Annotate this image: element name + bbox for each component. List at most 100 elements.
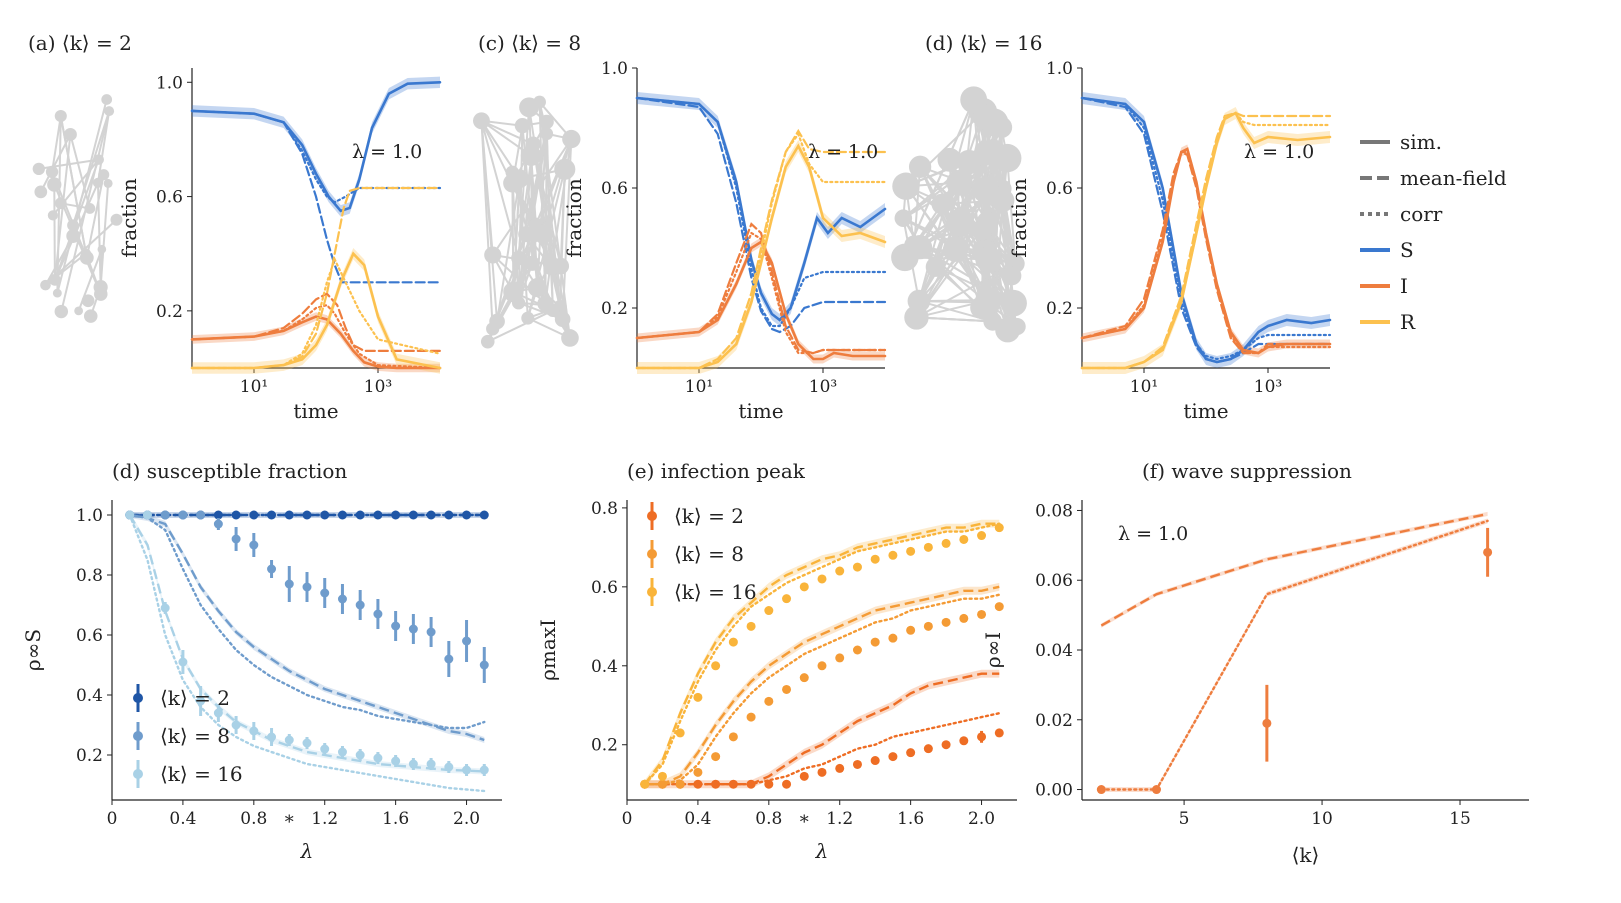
panel-e-sim-point [728, 732, 738, 742]
network-edge [1006, 158, 1017, 264]
panel-e-sim-point [835, 763, 845, 773]
panel-d-bottom-legend-label: ⟨k⟩ = 2 [160, 686, 230, 710]
panel-d-bottom-legend-swatch-dot [133, 693, 143, 703]
network-node [40, 279, 51, 291]
panel-d-bottom-sim-point [426, 510, 436, 520]
network-edge [51, 115, 62, 173]
series-S-corr [635, 96, 887, 328]
panel-a-x-tick-label: 10¹ [240, 377, 268, 397]
network-edge [517, 144, 535, 303]
panel-e-sim-point [675, 779, 685, 789]
network-edge [512, 178, 521, 292]
network-edge [53, 159, 100, 281]
legend-style-sim-label: sim. [1400, 130, 1442, 154]
network-edge [512, 143, 535, 293]
network-edge [96, 182, 102, 288]
network-node [525, 136, 541, 152]
network-node [66, 228, 81, 243]
panel-f-x-tick-label: 15 [1449, 809, 1471, 829]
panel-d-bottom-corr-line [128, 513, 486, 730]
network-node [993, 143, 1022, 173]
panel-d-bottom-sim-point [284, 579, 294, 589]
network-node [971, 220, 992, 241]
network-node [527, 278, 547, 298]
panel-d_top: (d) ⟨k⟩ = 16 0.2 0.6 1.0 10¹ 10³ time fraction λ… [925, 31, 1332, 423]
panel-d-bottom-sim-point [249, 510, 259, 520]
panel-d-bottom-sim-point [408, 510, 418, 520]
panel-d-bottom-sim-point [125, 510, 135, 520]
panel-e-x-tick-label: 1.6 [897, 809, 924, 829]
panel-e-corr-line [643, 593, 1001, 786]
panel-f-corr-band [1101, 518, 1488, 792]
network-node [931, 193, 953, 215]
panel-e-sim-point [977, 531, 987, 541]
network-node [110, 213, 123, 226]
network-node [47, 210, 59, 221]
series-I-corr [1080, 150, 1332, 355]
network-k2 [32, 94, 123, 323]
panel-d-bottom-sim-point [196, 510, 206, 520]
panel-d-bottom-sim-point [178, 657, 188, 667]
network-node [74, 306, 84, 316]
panel-d-bottom-x-tick-label: 0 [107, 809, 118, 829]
series-R-band [192, 248, 440, 374]
network-node [908, 155, 932, 178]
panel-e-y-tick-label: 0.6 [591, 578, 618, 598]
panel-f-y-tick-label: 0.06 [1035, 571, 1073, 591]
panel-e-sim-point [799, 582, 809, 592]
network-illustrations [32, 86, 1027, 349]
network-node [946, 208, 975, 237]
panel-e-sim-point [835, 653, 845, 663]
panel-d-bottom-y-tick-label: 1.0 [76, 506, 103, 526]
network-edge [903, 99, 975, 258]
network-node [894, 209, 913, 227]
panel-e-sim-point [923, 542, 933, 552]
panel-d-bottom-sim-point [213, 510, 223, 520]
panel-c-ylabel: fraction [562, 178, 586, 258]
network-node [1002, 266, 1022, 286]
panel-d-bottom-y-tick-label: 0.6 [76, 626, 103, 646]
panel-f-meanfield-band [1101, 511, 1488, 628]
series-I-corr [190, 303, 442, 370]
series-R-corr [190, 256, 442, 370]
panel-e-legend-label: ⟨k⟩ = 8 [674, 542, 744, 566]
network-nodes [32, 94, 123, 323]
network-node [975, 246, 1002, 273]
panel-f-sim-point [1262, 718, 1272, 728]
network-node [63, 127, 77, 141]
panel-f-xlabel: ⟨k⟩ [1292, 843, 1320, 867]
network-node [489, 313, 505, 330]
panel-d-bottom-sim-point [249, 726, 259, 736]
network-node [104, 106, 115, 117]
panel-e-ylabel: ρmaxI [536, 619, 560, 681]
legend-series-I-label: I [1400, 274, 1408, 298]
network-node [942, 236, 969, 262]
panel-d-bottom-sim-point [178, 510, 188, 520]
panel-c-y-tick-label: 1.0 [601, 59, 628, 79]
network-node [81, 294, 95, 308]
panel-e-sim-point [870, 756, 880, 766]
panel-d-bottom-sim-point [142, 510, 152, 520]
panel-d-bottom-legend-swatch-dot [133, 731, 143, 741]
panel-e-sim-point [817, 574, 827, 584]
network-node [537, 295, 554, 312]
series-S-band [192, 76, 440, 217]
panel-d-bottom-sim-point [355, 510, 365, 520]
panel-e-meanfield-line [643, 522, 1000, 785]
panel-c-xlabel: time [738, 399, 783, 423]
panel-e-corr-line [643, 712, 1001, 786]
network-node [79, 250, 94, 265]
panel-d_top-y-tick-label: 0.2 [1046, 299, 1073, 319]
panel-e-sim-point [941, 538, 951, 548]
panels: (a) ⟨k⟩ = 2 0.2 0.6 1.0 10¹ 10³ time fraction λ … [21, 31, 1529, 867]
panel-e-sim-point [994, 728, 1004, 738]
panel-e-sim-point [746, 621, 756, 631]
network-node [67, 219, 79, 232]
network-node [511, 250, 527, 266]
panel-f-ylabel: ρ∞I [981, 632, 1005, 668]
panel-d-bottom-series [125, 510, 489, 743]
panel-e-sim-point [959, 736, 969, 746]
network-node [510, 169, 529, 189]
panel-d-bottom: (d) susceptible fraction 0.2 0.4 0.6 0.8 1.0 0… [21, 459, 502, 863]
panel-e-sim-point [640, 779, 650, 789]
